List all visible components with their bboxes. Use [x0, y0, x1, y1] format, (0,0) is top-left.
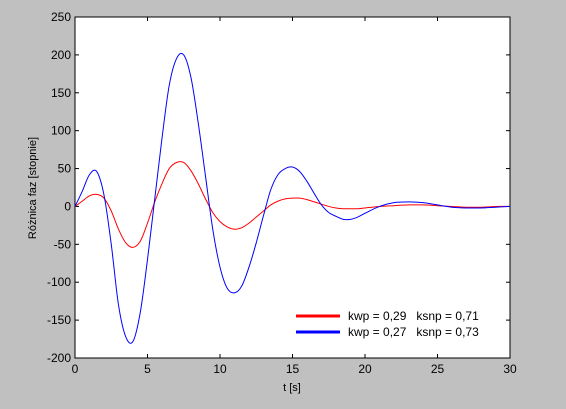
y-tick-label: 0: [64, 199, 71, 213]
legend-label-series-2: kwp = 0,27 ksnp = 0,73: [348, 325, 479, 339]
y-tick-label: 250: [51, 10, 71, 24]
y-tick-label: 200: [51, 48, 71, 62]
series-line-1: [74, 161, 511, 248]
y-axis-label: Różnica faz [stopnie]: [27, 137, 39, 239]
legend: kwp = 0,29 ksnp = 0,71 kwp = 0,27 ksnp =…: [296, 309, 479, 339]
y-tick-label: 50: [58, 162, 72, 176]
x-axis-label: t [s]: [283, 382, 301, 394]
series-lines: [74, 52, 511, 344]
y-tick-label: -50: [54, 237, 72, 251]
y-tick-label: 100: [51, 124, 71, 138]
y-tick-label: -100: [47, 275, 71, 289]
series-line-2: [74, 52, 511, 344]
axis-ticks: 0 5 10 15 20 25 30 -200 -150 -100 -50 0 50 100 150 200 2…: [47, 10, 517, 376]
y-tick-label: -200: [47, 351, 71, 365]
x-tick-label: 20: [358, 362, 372, 376]
x-tick-label: 30: [503, 362, 517, 376]
x-tick-label: 25: [431, 362, 445, 376]
plot-area: [74, 16, 511, 359]
y-tick-label: 150: [51, 86, 71, 100]
x-tick-label: 15: [286, 362, 300, 376]
x-tick-label: 0: [72, 362, 79, 376]
y-tick-label: -150: [47, 313, 71, 327]
legend-label-series-1: kwp = 0,29 ksnp = 0,71: [348, 309, 479, 323]
x-tick-label: 5: [144, 362, 151, 376]
x-tick-label: 10: [213, 362, 227, 376]
